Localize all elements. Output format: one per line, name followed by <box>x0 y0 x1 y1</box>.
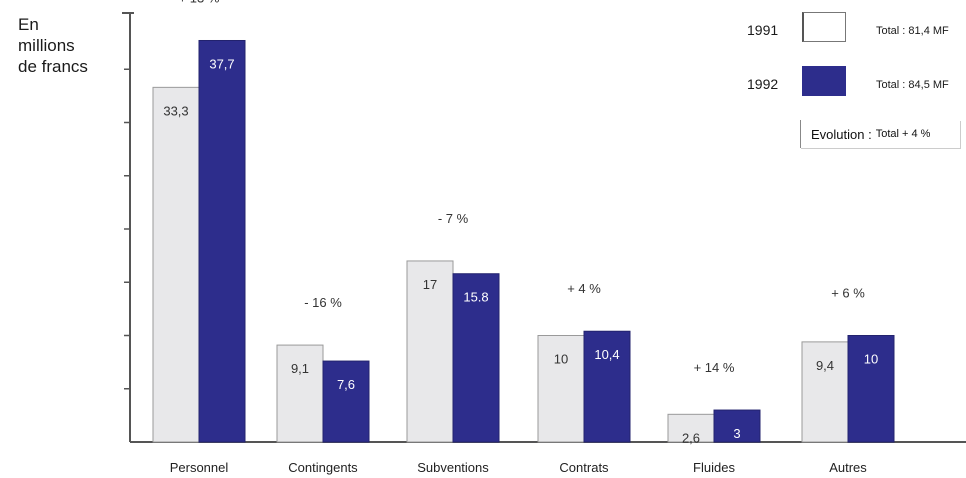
bar-1991-contingents <box>276 344 324 443</box>
bar-1991-subventions <box>406 260 454 443</box>
category-label-fluides: Fluides <box>693 460 735 475</box>
unit-label: En millions de francs <box>18 14 88 77</box>
evolution-box: Evolution : Total + 4 % <box>800 120 960 148</box>
category-label-subventions: Subventions <box>417 460 489 475</box>
data-label-1992-subventions: 15.8 <box>463 290 488 305</box>
data-label-1991-contrats: 10 <box>554 352 568 367</box>
bar-1991-contrats <box>537 335 585 443</box>
change-annotation-fluides: + 14 % <box>694 360 735 375</box>
legend-swatch-1991 <box>802 12 846 42</box>
category-label-personnel: Personnel <box>170 460 229 475</box>
bar-1992-contrats <box>583 330 631 443</box>
evolution-value: Total + 4 % <box>875 128 931 140</box>
data-label-1992-contrats: 10,4 <box>594 347 619 362</box>
evolution-label: Evolution : <box>811 126 872 142</box>
change-annotation-personnel: + 13 % <box>179 0 220 5</box>
category-label-contrats: Contrats <box>559 460 609 475</box>
data-label-1992-personnel: 37,7 <box>209 56 234 71</box>
bar-1992-personnel <box>198 39 246 443</box>
unit-label-line-1: En <box>18 15 39 34</box>
legend-year-1991: 1991 <box>747 22 779 38</box>
category-label-contingents: Contingents <box>288 460 358 475</box>
data-label-1992-autres: 10 <box>864 352 878 367</box>
category-label-autres: Autres <box>829 460 867 475</box>
bar-1992-autres <box>847 335 895 443</box>
data-label-1991-autres: 9,4 <box>816 358 834 373</box>
legend-swatch-1992 <box>802 66 846 96</box>
legend-total-1992: Total : 84,5 MF <box>876 79 949 91</box>
data-label-1992-contingents: 7,6 <box>337 377 355 392</box>
unit-label-line-2: millions <box>18 36 75 55</box>
change-annotation-autres: + 6 % <box>831 286 865 301</box>
bar-1992-fluides <box>713 409 761 443</box>
bar-1991-personnel <box>152 86 200 443</box>
data-label-1991-fluides: 2,6 <box>682 430 700 445</box>
bar-1991-fluides <box>667 413 715 443</box>
data-label-1992-fluides: 3 <box>733 426 740 441</box>
unit-label-line-3: de francs <box>18 57 88 76</box>
bar-1992-contingents <box>322 360 370 443</box>
change-annotation-contrats: + 4 % <box>567 281 601 296</box>
data-label-1991-subventions: 17 <box>423 277 437 292</box>
change-annotation-subventions: - 7 % <box>438 211 469 226</box>
legend-year-1992: 1992 <box>747 76 779 92</box>
data-label-1991-contingents: 9,1 <box>291 361 309 376</box>
data-label-1991-personnel: 33,3 <box>163 103 188 118</box>
change-annotation-contingents: - 16 % <box>304 295 342 310</box>
bar-1992-subventions <box>452 273 500 443</box>
legend-total-1991: Total : 81,4 MF <box>876 25 949 37</box>
